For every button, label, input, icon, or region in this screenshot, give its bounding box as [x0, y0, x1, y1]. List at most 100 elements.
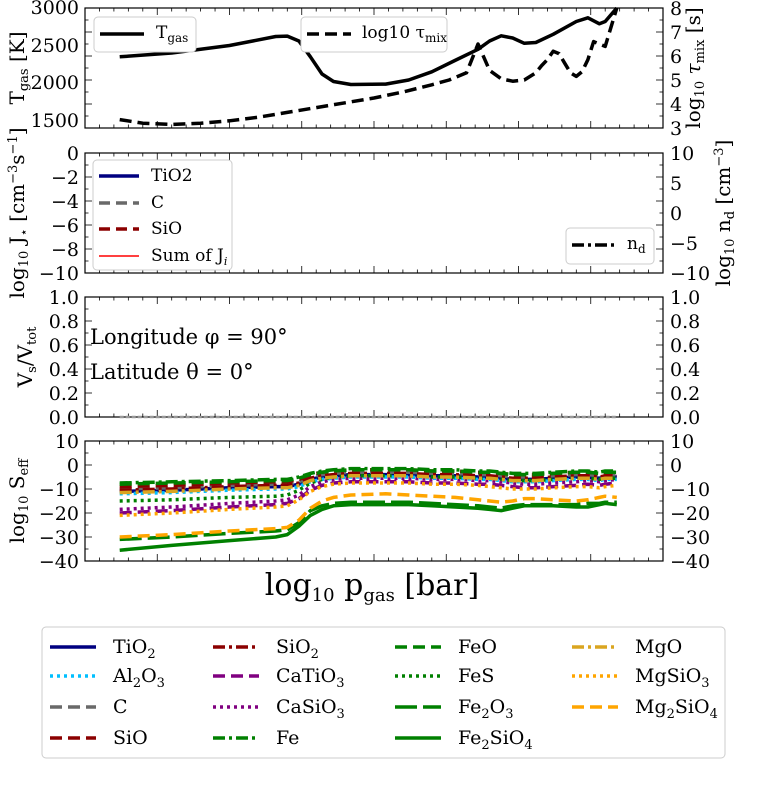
legend-label-sio: SiO — [151, 219, 182, 239]
ytick-left: 0.8 — [49, 311, 79, 333]
ytick-left: −40 — [39, 551, 79, 573]
ytick-right: −5 — [670, 233, 698, 255]
ytick-left: −8 — [51, 239, 79, 261]
ytick-left: 0.6 — [49, 335, 79, 357]
ytick-left: 3000 — [31, 0, 79, 19]
ytick-left: −2 — [51, 167, 79, 189]
ytick-left: −20 — [39, 503, 79, 525]
ytick-right: 0.6 — [670, 335, 700, 357]
series-line-mgo — [119, 474, 617, 495]
legend-taumix: log10 τmix — [300, 16, 448, 53]
ytick-right: 0.2 — [670, 383, 700, 405]
legend-label-sio2: SiO2 — [276, 636, 319, 662]
ytick-right: 10 — [670, 431, 694, 453]
ylabel-right: log10 τmix [s] — [681, 7, 708, 128]
legend-label-tio2: TiO2 — [151, 166, 193, 186]
legend-label-nd: nd — [627, 234, 646, 256]
legend-label-casio3: CaSiO3 — [276, 696, 345, 722]
ytick-right: 7 — [670, 22, 682, 44]
legend-label-c: C — [113, 696, 128, 718]
legend-label-sio: SiO — [113, 727, 148, 749]
ytick-left: 1.0 — [49, 287, 79, 309]
ytick-right: 10 — [670, 143, 694, 165]
legend-frame — [565, 227, 655, 265]
legend-nd: nd — [565, 227, 655, 265]
panel-supersaturation: 10 0 −10 −20 −30 −40 10 0 −10 −20 −30 −4… — [5, 431, 710, 606]
legend-label-fe: Fe — [276, 727, 299, 749]
ytick-left: 2000 — [31, 72, 79, 94]
legend-label-c: C — [151, 193, 164, 213]
series-line-mg2sio4 — [119, 492, 617, 539]
ytick-left: 0.4 — [49, 359, 79, 381]
legend-nucleation: TiO2 C SiO Sum of Ji — [92, 159, 233, 271]
ytick-left: 0.2 — [49, 383, 79, 405]
ytick-left: −10 — [39, 263, 79, 285]
ytick-right: 5 — [670, 173, 682, 195]
ytick-left: −6 — [51, 215, 79, 237]
legend-label-catio3: CaTiO3 — [276, 665, 344, 691]
legend-label-mgo: MgO — [635, 636, 682, 658]
legend-label-al2o3: Al2O3 — [112, 665, 165, 691]
legend-label-tio2: TiO2 — [113, 636, 156, 662]
annotation-longitude: Longitude φ = 90° — [90, 325, 288, 349]
ytick-right: −10 — [670, 263, 710, 285]
series-line-t_gas — [119, 6, 619, 87]
ytick-right: −30 — [670, 527, 710, 549]
series-line-sio2 — [119, 471, 617, 492]
ytick-left: 10 — [55, 431, 79, 453]
ylabel-left: Vs/Vtot — [13, 326, 40, 388]
ytick-right: 0.4 — [670, 359, 700, 381]
legend-label-tgas: Tgas — [156, 23, 188, 45]
series-line-casio3 — [119, 476, 617, 512]
annotation-latitude: Latitude θ = 0° — [90, 360, 254, 384]
ytick-left: −30 — [39, 527, 79, 549]
ytick-right: 0 — [670, 455, 682, 477]
panel-nucleation: 0 −2 −4 −6 −8 −10 10 5 0 −5 −10 log10 J⋆… — [5, 127, 738, 298]
series-line-fe2sio4 — [119, 501, 617, 552]
legend-species: TiO2 Al2O3 C SiO SiO2 CaTiO3 CaSiO3 Fe FeO FeS Fe2… — [41, 626, 726, 759]
legend-species-frame — [41, 626, 726, 759]
series-line-mgsio3 — [119, 481, 617, 518]
legend-label-mg2sio4: Mg2SiO4 — [635, 696, 718, 722]
legend-label-taumix: log10 τmix — [362, 23, 447, 45]
legend-label-fe2o3: Fe2O3 — [458, 696, 514, 722]
ytick-left: 0.0 — [49, 407, 79, 429]
ytick-right: 8 — [670, 0, 682, 20]
ylabel-left: Tgas [K] — [5, 32, 32, 105]
legend-frame — [300, 16, 448, 53]
ylabel-left: log10 J⋆ [cm−3s−1] — [5, 127, 32, 298]
xlabel: log10 pgas [bar] — [265, 568, 479, 606]
panel-temperature: 3000 2500 2000 1500 8 7 6 5 4 3 Tgas [K]… — [5, 0, 708, 140]
ytick-right: 0.8 — [670, 311, 700, 333]
legend-label-feo: FeO — [458, 636, 497, 658]
ytick-left: 0 — [67, 143, 79, 165]
ylabel-right: log10 nd [cm−3] — [711, 140, 738, 287]
ytick-right: 4 — [670, 94, 682, 116]
ytick-left: 0 — [67, 455, 79, 477]
panel-volume-fraction: 1.0 0.8 0.6 0.4 0.2 0.0 1.0 0.8 0.6 0.4 … — [13, 287, 700, 429]
legend-label-mgsio3: MgSiO3 — [635, 665, 710, 691]
series-line-fe2o3 — [119, 500, 617, 542]
ytick-left: 1500 — [31, 110, 79, 132]
ytick-right: 6 — [670, 46, 682, 68]
legend-label-sum: Sum of Ji — [151, 246, 227, 268]
legend-tgas: Tgas — [93, 16, 197, 53]
legend-frame — [92, 159, 233, 271]
legend-label-fes: FeS — [458, 665, 494, 687]
legend-frame — [93, 16, 197, 53]
legend-label-fe2sio4: Fe2SiO4 — [458, 727, 533, 753]
ytick-right: −20 — [670, 503, 710, 525]
ytick-left: −4 — [51, 191, 79, 213]
ytick-right: 0 — [670, 203, 682, 225]
ytick-right: 1.0 — [670, 287, 700, 309]
ytick-right: 0.0 — [670, 407, 700, 429]
ytick-left: −10 — [39, 479, 79, 501]
series-line-log10-tau_mix — [119, 7, 619, 127]
panel-volume-frame — [84, 296, 664, 418]
ylabel-left: log10 Seff — [5, 457, 32, 544]
ytick-right: −10 — [670, 479, 710, 501]
series-line-feo — [119, 468, 617, 486]
ytick-left: 2500 — [31, 35, 79, 57]
ytick-right: −40 — [670, 551, 710, 573]
